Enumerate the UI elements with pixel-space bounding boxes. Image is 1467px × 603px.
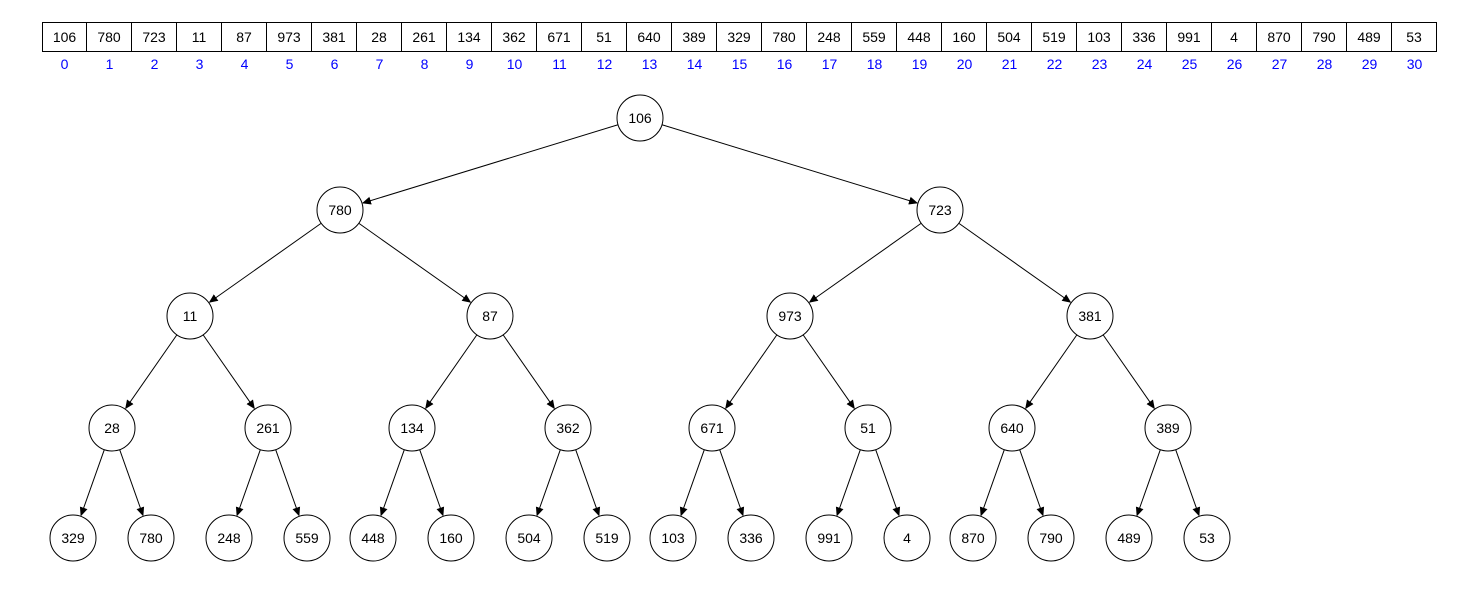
tree-node: 389 bbox=[1145, 405, 1191, 451]
tree-edge bbox=[120, 450, 143, 516]
tree-node: 261 bbox=[245, 405, 291, 451]
tree-node-label: 519 bbox=[595, 530, 619, 546]
tree-edge bbox=[720, 450, 743, 516]
tree-node: 336 bbox=[728, 515, 774, 561]
tree-node: 106 bbox=[617, 95, 663, 141]
tree-edge bbox=[1026, 335, 1077, 408]
tree-node: 160 bbox=[428, 515, 474, 561]
tree-node: 723 bbox=[917, 187, 963, 233]
tree-edge bbox=[981, 450, 1004, 516]
tree-node-label: 991 bbox=[817, 530, 841, 546]
tree-node: 519 bbox=[584, 515, 630, 561]
tree-edge bbox=[810, 223, 922, 302]
tree-edge bbox=[276, 450, 299, 516]
tree-edge bbox=[1020, 450, 1043, 516]
tree-node-label: 489 bbox=[1117, 530, 1141, 546]
tree-node: 4 bbox=[884, 515, 930, 561]
tree-node: 11 bbox=[167, 293, 213, 339]
tree-edge bbox=[420, 450, 443, 516]
tree-edge bbox=[381, 450, 404, 516]
tree-nodes: 106 780 723 11 87 973 381 28 261 134 362 671 51 640 38… bbox=[50, 95, 1230, 561]
tree-node-label: 329 bbox=[61, 530, 85, 546]
tree-node: 53 bbox=[1184, 515, 1230, 561]
tree-edge bbox=[576, 450, 599, 516]
tree-node: 780 bbox=[317, 187, 363, 233]
tree-node-label: 559 bbox=[295, 530, 319, 546]
diagram-container: 106 780 723 11 87 973 381 28 261 134 362 671 51 640 38… bbox=[0, 0, 1467, 603]
tree-edge bbox=[537, 450, 560, 516]
tree-node: 504 bbox=[506, 515, 552, 561]
tree-node-label: 160 bbox=[439, 530, 463, 546]
tree-edge bbox=[203, 335, 254, 408]
tree-edge bbox=[1137, 450, 1160, 516]
tree-node: 991 bbox=[806, 515, 852, 561]
tree-edge bbox=[359, 223, 471, 302]
tree-node: 87 bbox=[467, 293, 513, 339]
tree-node-label: 640 bbox=[1000, 420, 1024, 436]
tree-node: 248 bbox=[206, 515, 252, 561]
tree-edge bbox=[1103, 335, 1154, 408]
tree-edges bbox=[81, 125, 1199, 516]
tree-node-label: 671 bbox=[700, 420, 724, 436]
tree-node-label: 723 bbox=[928, 202, 952, 218]
tree-edge bbox=[726, 335, 777, 408]
tree-node: 640 bbox=[989, 405, 1035, 451]
tree-node-label: 53 bbox=[1199, 530, 1215, 546]
tree-node-label: 362 bbox=[556, 420, 580, 436]
tree-node: 329 bbox=[50, 515, 96, 561]
tree-node: 134 bbox=[389, 405, 435, 451]
tree-node: 489 bbox=[1106, 515, 1152, 561]
tree-node: 28 bbox=[89, 405, 135, 451]
tree-node: 973 bbox=[767, 293, 813, 339]
tree-node-label: 106 bbox=[628, 110, 652, 126]
tree-edge bbox=[237, 450, 260, 516]
tree-node: 870 bbox=[950, 515, 996, 561]
tree-edge bbox=[803, 335, 854, 408]
tree-edge bbox=[210, 223, 322, 302]
tree-svg: 106 780 723 11 87 973 381 28 261 134 362 671 51 640 38… bbox=[0, 0, 1467, 603]
tree-node-label: 973 bbox=[778, 308, 802, 324]
tree-node-label: 448 bbox=[361, 530, 385, 546]
tree-edge bbox=[1176, 450, 1199, 516]
tree-node-label: 381 bbox=[1078, 308, 1102, 324]
tree-node: 790 bbox=[1028, 515, 1074, 561]
tree-edge bbox=[876, 450, 899, 516]
tree-node-label: 389 bbox=[1156, 420, 1180, 436]
tree-edge bbox=[503, 335, 554, 408]
tree-node-label: 87 bbox=[482, 308, 498, 324]
tree-node-label: 790 bbox=[1039, 530, 1063, 546]
tree-node-label: 103 bbox=[661, 530, 685, 546]
tree-node-label: 780 bbox=[328, 202, 352, 218]
tree-node: 103 bbox=[650, 515, 696, 561]
tree-node: 671 bbox=[689, 405, 735, 451]
tree-node: 448 bbox=[350, 515, 396, 561]
tree-edge bbox=[837, 450, 860, 516]
tree-edge bbox=[959, 223, 1071, 302]
tree-edge bbox=[126, 335, 177, 408]
tree-node: 362 bbox=[545, 405, 591, 451]
tree-node-label: 504 bbox=[517, 530, 541, 546]
tree-node-label: 51 bbox=[860, 420, 876, 436]
tree-node-label: 780 bbox=[139, 530, 163, 546]
tree-node-label: 261 bbox=[256, 420, 280, 436]
tree-node: 780 bbox=[128, 515, 174, 561]
tree-node: 559 bbox=[284, 515, 330, 561]
tree-edge bbox=[81, 450, 104, 516]
tree-node-label: 11 bbox=[183, 308, 198, 324]
tree-node-label: 28 bbox=[104, 420, 120, 436]
tree-node-label: 336 bbox=[739, 530, 763, 546]
tree-edge bbox=[426, 335, 477, 408]
tree-node-label: 134 bbox=[400, 420, 424, 436]
tree-node-label: 248 bbox=[217, 530, 241, 546]
tree-node-label: 4 bbox=[903, 530, 911, 546]
tree-node: 51 bbox=[845, 405, 891, 451]
tree-node: 381 bbox=[1067, 293, 1113, 339]
tree-edge bbox=[681, 450, 704, 516]
tree-edge bbox=[662, 125, 917, 203]
tree-edge bbox=[363, 125, 618, 203]
tree-node-label: 870 bbox=[961, 530, 985, 546]
